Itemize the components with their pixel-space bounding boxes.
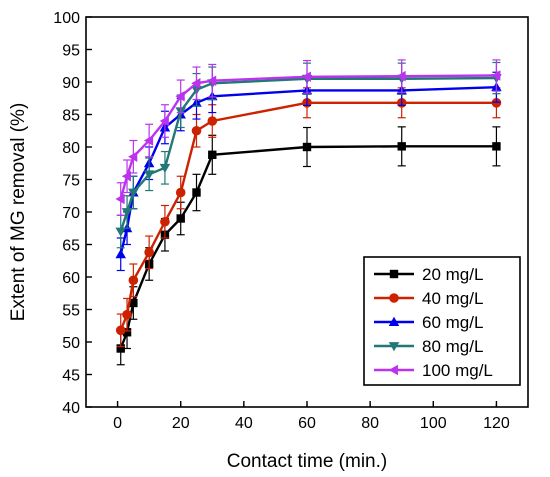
legend-marker: [388, 316, 400, 326]
data-point: [129, 298, 138, 308]
data-point: [159, 163, 171, 174]
series-5: [115, 59, 501, 216]
x-tick-label: 120: [483, 415, 510, 432]
legend-label: 80 mg/L: [422, 337, 483, 356]
y-tick-label: 40: [62, 400, 80, 417]
data-point: [191, 125, 202, 136]
x-axis-title: Contact time (min.): [227, 451, 387, 472]
data-point: [192, 188, 201, 197]
data-point: [175, 187, 186, 198]
legend: 20 mg/L 40 mg/L 60 mg/L 80 mg/L 100 mg/L: [363, 256, 521, 386]
data-point: [128, 188, 139, 198]
y-tick-label: 95: [62, 43, 80, 60]
legend-label: 40 mg/L: [422, 289, 483, 308]
legend-marker: [388, 364, 398, 376]
data-point: [115, 227, 126, 237]
x-tick-label: 20: [172, 415, 190, 432]
legend-box: [363, 256, 521, 386]
y-tick-label: 75: [62, 173, 80, 190]
series-layer: [115, 59, 502, 366]
y-tick-label: 70: [62, 205, 80, 222]
y-tick-label: 80: [62, 140, 80, 157]
y-tick-label: 90: [62, 75, 80, 92]
data-point: [302, 142, 312, 152]
data-point: [491, 70, 501, 81]
y-axis-title: Extent of MG removal (%): [8, 103, 29, 322]
legend-item: 100 mg/L: [374, 361, 493, 380]
data-point: [115, 325, 126, 336]
x-tick-label: 0: [113, 415, 122, 432]
x-tick-label: 60: [298, 415, 316, 432]
data-point: [301, 71, 311, 83]
data-point: [143, 170, 155, 180]
legend-item: 40 mg/L: [374, 289, 483, 308]
data-point: [128, 151, 138, 162]
x-tick-label: 80: [361, 415, 379, 432]
data-point: [492, 142, 501, 151]
y-tick-label: 55: [62, 303, 80, 320]
data-point: [121, 208, 133, 218]
axes-layer: 0 20 40 60 80 100 120 40 45 50 55 60 65 70 75 80 85 90 95 1…: [53, 10, 510, 432]
data-point: [175, 91, 185, 102]
data-point: [159, 115, 169, 127]
data-point: [207, 116, 218, 126]
data-point: [208, 150, 217, 159]
y-tick-label: 100: [53, 10, 80, 27]
data-point: [122, 309, 132, 320]
y-tick-label: 85: [62, 108, 80, 125]
y-tick-label: 50: [62, 335, 80, 352]
data-point: [491, 98, 502, 108]
data-point: [176, 214, 185, 223]
legend-label: 20 mg/L: [422, 265, 483, 284]
data-point: [115, 249, 126, 259]
series-2: [115, 87, 502, 348]
legend-marker: [389, 293, 399, 303]
x-tick-label: 100: [420, 415, 447, 432]
data-point: [121, 171, 131, 182]
x-tick-label: 40: [235, 415, 253, 432]
data-point: [396, 70, 406, 82]
data-point: [143, 135, 154, 146]
legend-item: 20 mg/L: [374, 265, 483, 284]
legend-marker: [389, 269, 399, 279]
data-point: [144, 247, 154, 258]
legend-marker: [388, 342, 400, 352]
data-point: [122, 328, 132, 337]
data-point: [207, 75, 217, 86]
legend-item: 60 mg/L: [374, 313, 483, 332]
data-point: [116, 344, 125, 353]
legend-item: 80 mg/L: [374, 337, 483, 356]
y-tick-label: 65: [62, 238, 80, 255]
y-tick-label: 45: [62, 368, 80, 385]
data-point: [115, 193, 125, 205]
data-point: [128, 275, 139, 286]
y-tick-label: 60: [62, 270, 80, 287]
legend-label: 100 mg/L: [422, 361, 493, 380]
data-point: [397, 142, 406, 151]
legend-label: 60 mg/L: [422, 313, 483, 332]
data-point: [160, 216, 170, 227]
data-point: [191, 78, 201, 89]
